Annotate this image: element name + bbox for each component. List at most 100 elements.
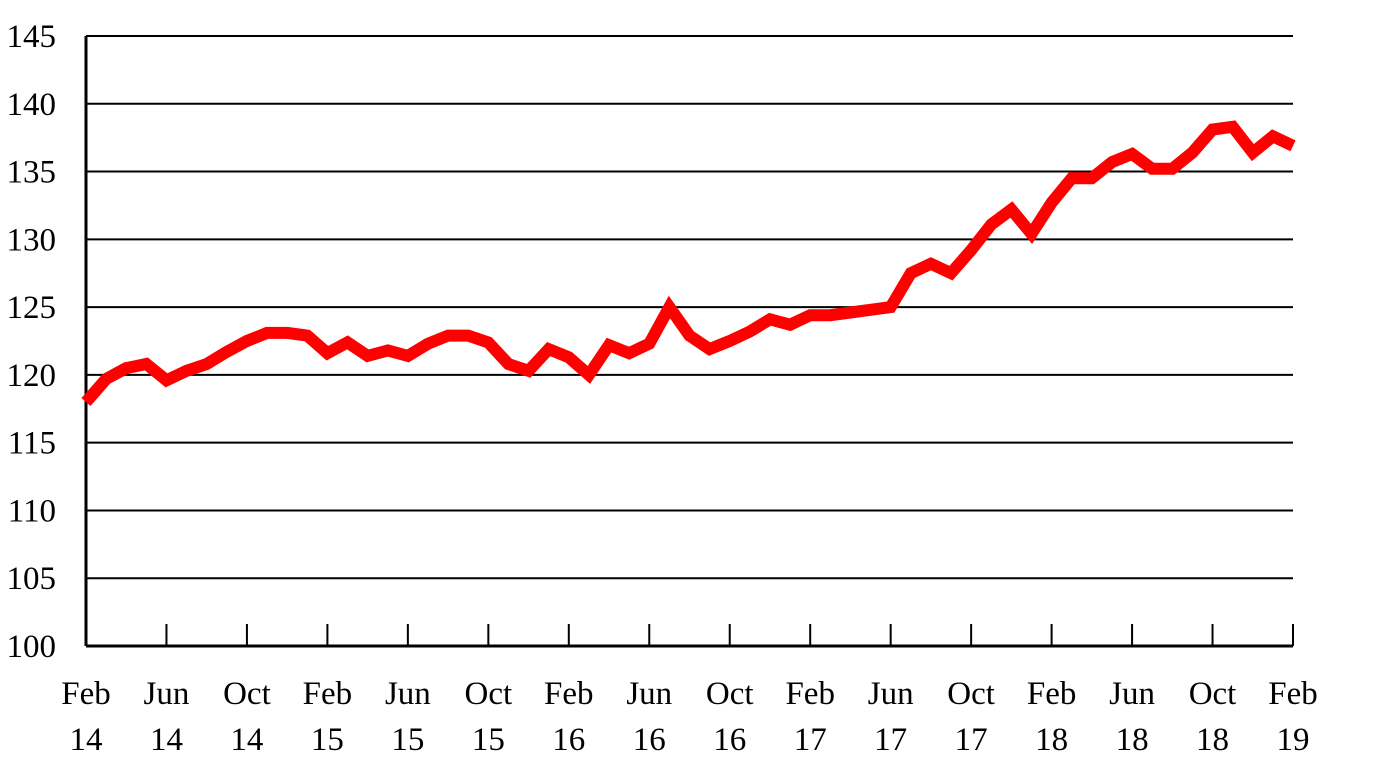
- data-point: [226, 351, 228, 353]
- data-point: [930, 263, 932, 265]
- x-tick-label-month: Oct: [465, 676, 513, 712]
- y-tick-label: 115: [8, 426, 56, 462]
- x-tick-label-month: Jun: [1109, 676, 1155, 712]
- x-tick-label-month: Feb: [303, 676, 353, 712]
- data-point: [367, 355, 369, 357]
- data-point: [1131, 153, 1133, 155]
- x-tick-label-year: 14: [150, 722, 183, 758]
- data-point: [447, 335, 449, 337]
- data-point: [206, 363, 208, 365]
- x-tick-label-year: 18: [1196, 722, 1229, 758]
- data-point: [970, 249, 972, 251]
- data-point: [950, 272, 952, 274]
- x-tick-label-year: 16: [552, 722, 585, 758]
- data-point: [668, 306, 670, 308]
- y-tick-label: 120: [7, 358, 57, 394]
- data-point: [829, 314, 831, 316]
- x-tick-label-month: Oct: [947, 676, 995, 712]
- data-point: [166, 379, 167, 381]
- y-tick-label: 145: [7, 19, 57, 55]
- data-point: [1051, 202, 1053, 204]
- data-point: [487, 341, 489, 343]
- x-tick-label-month: Jun: [626, 676, 672, 712]
- y-tick-label: 130: [7, 222, 57, 258]
- x-tick-label-year: 18: [1116, 722, 1149, 758]
- x-tick-label-month: Oct: [1189, 676, 1237, 712]
- data-point: [145, 363, 147, 365]
- data-point: [467, 335, 469, 337]
- data-point: [528, 370, 530, 372]
- data-point: [1071, 177, 1073, 179]
- x-tick-label-month: Feb: [1027, 676, 1077, 712]
- data-point: [890, 306, 892, 308]
- y-tick-label: 105: [7, 561, 57, 597]
- y-tick-label: 110: [8, 493, 56, 529]
- x-tick-label-year: 14: [70, 722, 103, 758]
- data-point: [186, 370, 188, 372]
- data-point: [769, 318, 771, 320]
- x-tick-label-month: Feb: [1268, 676, 1318, 712]
- series-line-0: [81, 120, 1296, 406]
- data-point: [870, 309, 871, 311]
- data-point: [387, 350, 389, 351]
- data-point: [709, 348, 711, 350]
- data-point: [749, 331, 751, 332]
- x-tick-label-month: Jun: [868, 676, 914, 712]
- x-tick-label-year: 16: [633, 722, 666, 758]
- x-tick-label-year: 16: [713, 722, 746, 758]
- x-tick-label-year: 17: [794, 722, 827, 758]
- x-tick-label-year: 18: [1035, 722, 1068, 758]
- data-point: [1191, 152, 1193, 154]
- x-tick-label-month: Feb: [544, 676, 594, 712]
- data-point: [648, 343, 650, 345]
- data-point: [1232, 126, 1234, 128]
- x-tick-label-year: 14: [230, 722, 263, 758]
- data-point: [125, 367, 127, 369]
- data-point: [326, 352, 328, 354]
- data-point: [729, 340, 731, 342]
- x-tick-label-year: 17: [874, 722, 907, 758]
- data-point: [1212, 129, 1213, 130]
- x-tick-label-year: 19: [1277, 722, 1310, 758]
- data-point: [1151, 168, 1153, 170]
- series-layer: [81, 120, 1296, 406]
- x-tick-label-month: Jun: [144, 676, 190, 712]
- data-point: [588, 374, 590, 376]
- data-point: [809, 314, 811, 316]
- gridlines: [86, 35, 1293, 580]
- data-point: [849, 312, 851, 313]
- data-point: [789, 324, 791, 326]
- data-point: [1031, 233, 1032, 235]
- y-tick-label: 135: [7, 155, 57, 191]
- data-point: [568, 356, 570, 358]
- x-tick-label-month: Feb: [61, 676, 111, 712]
- data-point: [1272, 135, 1274, 137]
- x-tick-label-month: Jun: [385, 676, 431, 712]
- data-point: [427, 343, 429, 345]
- x-tick-label-year: 17: [955, 722, 988, 758]
- data-point: [990, 223, 992, 225]
- data-point: [407, 355, 409, 357]
- data-point: [1111, 161, 1113, 163]
- x-axis-tick-labels: Feb 14 Jun 14 Oct 14 Feb 15 Jun 15 Oct 15 Feb 16 Jun 16…: [61, 676, 1318, 758]
- x-tick-label-year: 15: [311, 722, 344, 758]
- data-point: [1292, 145, 1294, 147]
- y-tick-label: 140: [7, 87, 57, 123]
- data-point: [246, 340, 248, 342]
- x-tick-label-year: 15: [472, 722, 505, 758]
- data-point: [1171, 168, 1173, 170]
- y-tick-label: 100: [7, 629, 57, 665]
- data-point: [608, 344, 610, 346]
- x-tick-label-month: Feb: [785, 676, 835, 712]
- x-axis-ticks: [85, 624, 1294, 646]
- data-point: [1010, 209, 1012, 210]
- data-point: [105, 378, 107, 380]
- data-point: [548, 348, 550, 350]
- data-point: [347, 341, 348, 343]
- y-tick-label: 125: [7, 290, 57, 326]
- data-point: [286, 332, 288, 334]
- data-point: [910, 272, 912, 274]
- data-point: [507, 363, 509, 365]
- x-tick-label-month: Oct: [706, 676, 754, 712]
